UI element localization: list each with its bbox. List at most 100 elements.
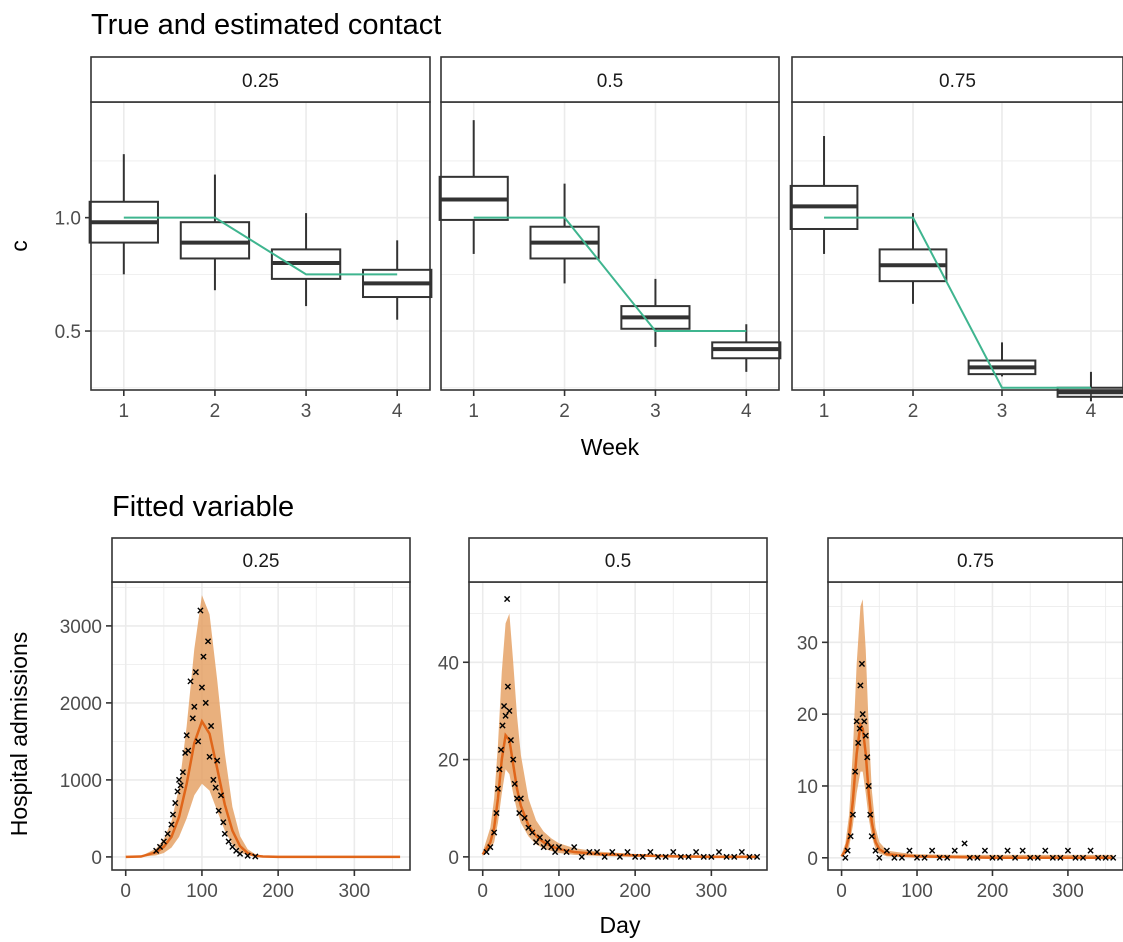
top-panel-0.25: 0.25 1 2 3 4 0.5 1.0 xyxy=(55,56,433,422)
observation-point xyxy=(499,722,506,729)
observation-mark xyxy=(1110,854,1117,861)
observation-mark xyxy=(593,848,601,856)
observation-point xyxy=(1110,854,1117,861)
boxplot-week-4 xyxy=(711,324,782,372)
observation-mark xyxy=(497,746,505,753)
observation-point xyxy=(504,595,511,603)
x-tick-label: 2 xyxy=(908,401,919,422)
observation-point xyxy=(160,838,167,845)
observation-point xyxy=(491,829,498,836)
facet-strip xyxy=(827,537,1123,583)
observation-mark xyxy=(544,839,551,846)
x-tick-label: 3 xyxy=(650,401,661,422)
observation-point xyxy=(844,847,851,854)
observation-point xyxy=(214,757,221,764)
observation-point xyxy=(225,838,232,845)
observation-mark xyxy=(647,848,654,856)
credible-interval-ribbon xyxy=(125,595,401,857)
observation-point xyxy=(183,732,190,739)
y-tick-label: 0 xyxy=(448,848,459,869)
observation-mark xyxy=(715,848,723,856)
boxplot-week-1 xyxy=(789,136,859,254)
y-tick-label: 0 xyxy=(91,848,102,869)
observation-point xyxy=(563,848,570,856)
observation-point xyxy=(981,847,989,854)
observation-point xyxy=(220,819,227,826)
observation-point xyxy=(853,718,860,725)
observation-point xyxy=(200,653,207,660)
facet-strip-label: 0.5 xyxy=(605,551,631,572)
observation-mark xyxy=(981,847,989,854)
observation-point xyxy=(1027,854,1034,861)
observation-point xyxy=(168,821,175,828)
true-contact-line xyxy=(473,216,747,333)
observation-mark xyxy=(1079,854,1087,861)
observation-mark xyxy=(862,732,869,739)
boxplot-week-1 xyxy=(88,154,159,275)
boxplot-week-2 xyxy=(878,213,948,304)
observation-point xyxy=(1087,847,1094,854)
plot-background xyxy=(112,582,410,870)
bottom-y-axis-title: Hospital admissions xyxy=(6,632,32,837)
observation-point xyxy=(961,840,968,847)
observation-mark xyxy=(685,853,692,860)
observation-point xyxy=(210,776,217,783)
y-tick-label: 0 xyxy=(807,849,818,870)
x-tick-label: 4 xyxy=(741,401,752,422)
observation-mark xyxy=(677,853,684,860)
observation-point xyxy=(593,848,601,856)
facet-strip xyxy=(468,537,768,583)
observation-mark xyxy=(586,848,593,856)
observation-point xyxy=(906,847,913,854)
y-tick-label: 0.5 xyxy=(55,322,81,343)
bottom-x-axis-title: Day xyxy=(600,912,641,938)
facet-strip-label: 0.25 xyxy=(243,551,280,572)
observation-point xyxy=(856,725,863,732)
observation-mark xyxy=(198,684,206,691)
observation-point xyxy=(685,853,692,860)
facet-strip xyxy=(111,537,411,583)
observation-point xyxy=(197,607,204,614)
facet-strip-label: 0.75 xyxy=(957,551,994,572)
observation-point xyxy=(164,830,171,837)
observation-point xyxy=(865,782,872,790)
observation-mark xyxy=(906,847,913,854)
observation-mark xyxy=(214,757,221,764)
x-tick-label: 200 xyxy=(262,881,294,902)
top-x-axis-title: Week xyxy=(581,434,640,460)
observation-point xyxy=(654,853,662,860)
observation-point xyxy=(540,844,547,851)
observation-mark xyxy=(204,638,212,645)
observation-mark xyxy=(844,847,851,854)
observation-mark xyxy=(609,848,616,856)
observation-point xyxy=(212,784,219,791)
observation-point xyxy=(862,732,869,739)
observation-mark xyxy=(1019,847,1026,854)
x-tick-label: 0 xyxy=(836,881,847,902)
observation-point xyxy=(1019,847,1026,854)
observation-point xyxy=(571,844,578,851)
x-tick-label: 0 xyxy=(477,881,488,902)
observation-mark xyxy=(872,847,879,854)
observation-point xyxy=(187,678,194,685)
observation-point xyxy=(858,660,866,667)
observation-mark xyxy=(578,853,585,860)
observation-mark xyxy=(511,780,518,787)
observation-mark xyxy=(191,703,198,710)
boxplot-week-2 xyxy=(529,183,600,284)
observation-mark xyxy=(1049,854,1056,861)
y-tick-label: 20 xyxy=(797,705,818,726)
observation-mark xyxy=(616,853,624,860)
y-tick-label: 40 xyxy=(438,653,459,674)
observation-point xyxy=(516,809,523,817)
observation-mark xyxy=(857,682,864,689)
observation-mark xyxy=(517,795,524,802)
observation-point xyxy=(185,747,192,754)
observation-mark xyxy=(654,853,662,860)
observation-point xyxy=(536,834,543,841)
x-tick-label: 100 xyxy=(543,881,575,902)
observation-point xyxy=(859,711,866,718)
facet-strip-label: 0.75 xyxy=(939,71,976,92)
observation-mark xyxy=(731,853,738,860)
observation-point xyxy=(544,839,551,846)
